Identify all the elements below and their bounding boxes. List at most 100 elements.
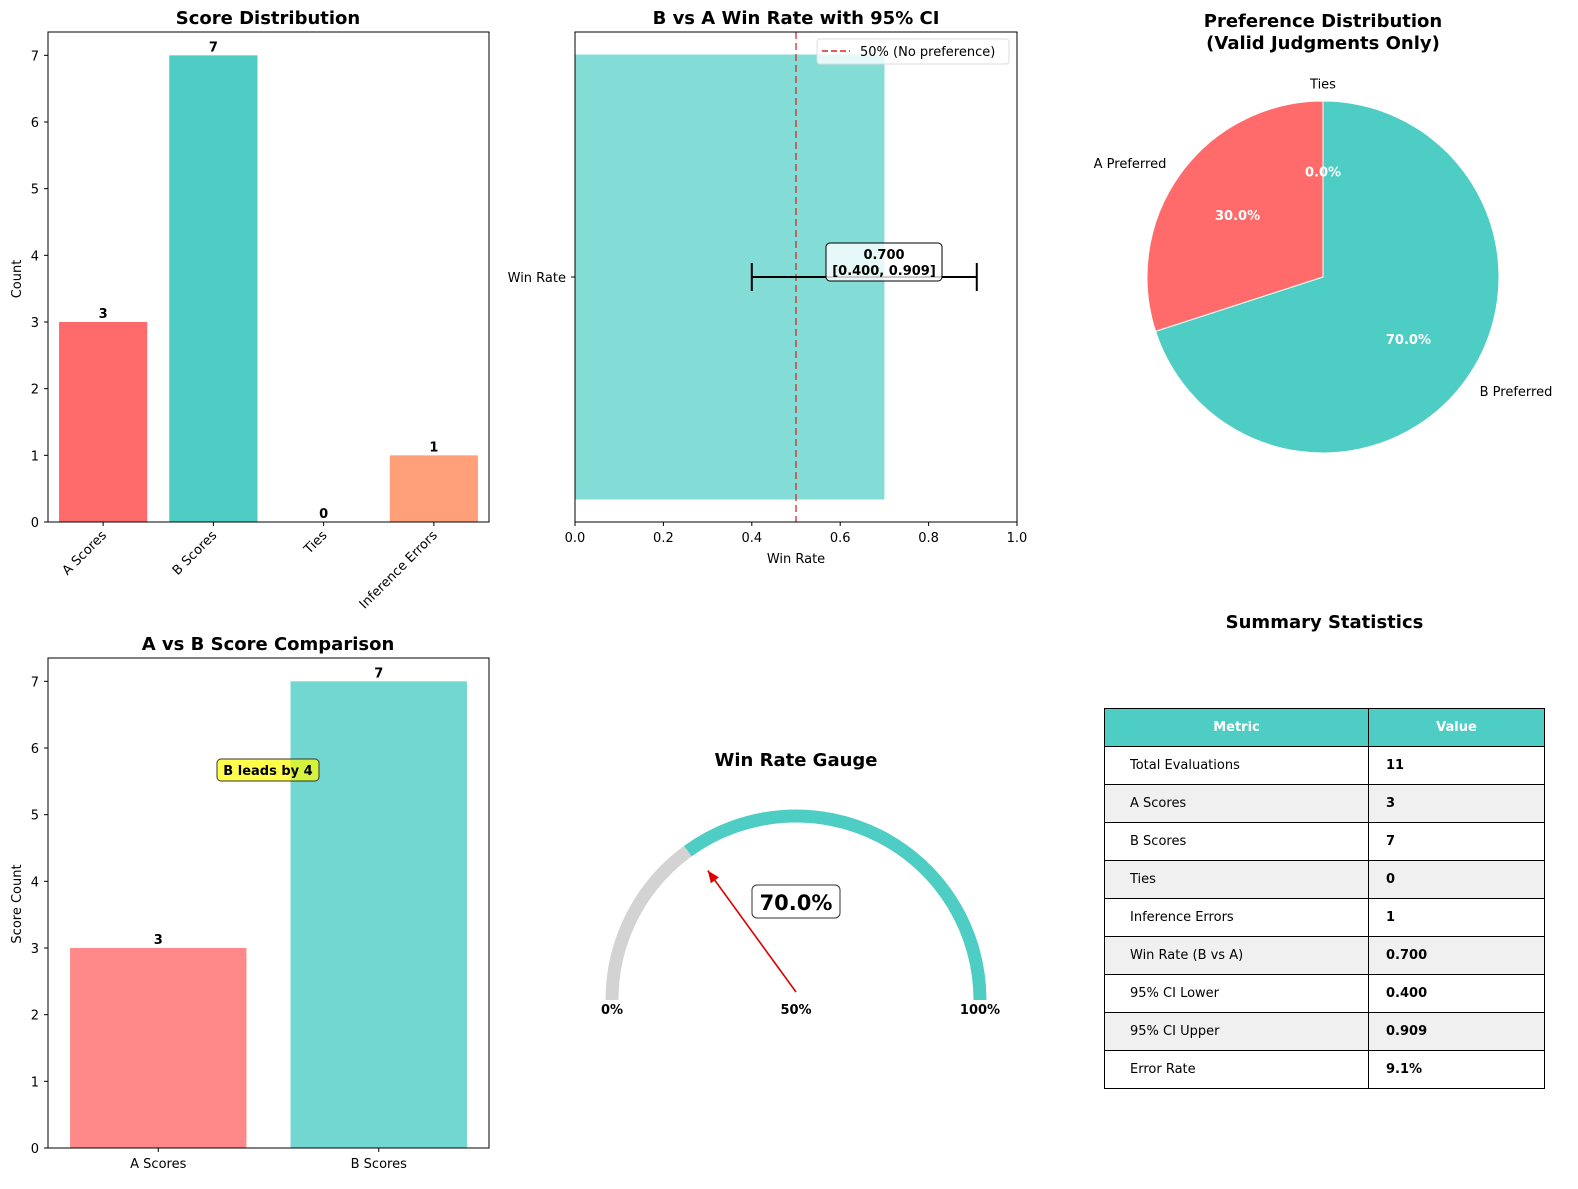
summary-table: Metric Value Total Evaluations 11 A Scores…	[1104, 708, 1545, 1089]
bar-value-label: 7	[209, 40, 218, 55]
gauge-track	[605, 845, 692, 1001]
x-tick-label: 0.0	[565, 531, 586, 546]
metric-cell: A Scores	[1104, 784, 1369, 823]
y-tick-label: 2	[31, 383, 39, 398]
gauge-value-box: 70.0%	[751, 884, 841, 919]
bar-value-label: 3	[154, 933, 163, 948]
bar-value-label: 7	[374, 666, 383, 681]
table-row: Ties 0	[1104, 860, 1545, 899]
y-axis-label: Score Count	[10, 864, 25, 943]
gauge-tick-0: 0%	[601, 1003, 623, 1018]
win-rate-gauge: Win Rate Gauge 70.0% 0% 50% 100%	[601, 750, 1000, 1018]
y-tick-label: Win Rate	[508, 271, 566, 286]
pie-pct-label: 30.0%	[1215, 209, 1260, 224]
pie-label: B Preferred	[1480, 385, 1553, 400]
y-tick-label: 4	[31, 875, 39, 890]
table-row: Total Evaluations 11	[1104, 746, 1545, 785]
y-axis-label: Count	[10, 260, 25, 299]
value-cell: 1	[1368, 898, 1545, 937]
bar-value-label: 0	[319, 507, 328, 522]
chart-title: A vs B Score Comparison	[142, 634, 395, 655]
value-cell: 9.1%	[1368, 1050, 1545, 1089]
summary-title: Summary Statistics	[1225, 612, 1424, 633]
bar-a-scores	[59, 322, 148, 522]
annotation-value: 0.700	[863, 248, 904, 263]
metric-cell: Ties	[1104, 860, 1369, 899]
gauge-needle-head	[707, 870, 719, 884]
score-comparison-chart: A vs B Score Comparison 3 7 0 1 2 3 4 5 6 7 A Sc…	[10, 634, 490, 1172]
preference-pie-chart: Preference Distribution (Valid Judgments…	[1094, 11, 1553, 454]
bar-b-scores	[290, 681, 467, 1148]
table-row: B Scores 7	[1104, 822, 1545, 861]
y-tick-label: 1	[31, 449, 39, 464]
metric-cell: Inference Errors	[1104, 898, 1369, 937]
chart-title: Score Distribution	[176, 8, 360, 29]
pie-slice-b-preferred	[1154, 100, 1500, 454]
table-row: A Scores 3	[1104, 784, 1545, 823]
bar-a-scores	[70, 948, 247, 1148]
table-row: Inference Errors 1	[1104, 898, 1545, 937]
gauge-tick-100: 100%	[960, 1003, 1000, 1018]
gauge-tick-50: 50%	[780, 1003, 811, 1018]
y-tick-label: 7	[31, 675, 39, 690]
ci-annotation: 0.700 [0.400, 0.909]	[825, 242, 943, 282]
y-tick-label: 4	[31, 249, 39, 264]
x-tick-label: B Scores	[170, 528, 221, 579]
x-tick-label: A Scores	[130, 1157, 186, 1172]
win-rate-ci-chart: B vs A Win Rate with 95% CI 0.700 [0.400…	[508, 8, 1028, 567]
x-tick-label: Inference Errors	[357, 528, 441, 612]
y-tick-label: 0	[31, 516, 39, 531]
value-cell: 11	[1368, 746, 1545, 785]
value-cell: 7	[1368, 822, 1545, 861]
x-tick-label: Ties	[301, 528, 331, 558]
y-tick-label: 2	[31, 1009, 39, 1024]
x-tick-label: A Scores	[60, 528, 111, 579]
metric-cell: B Scores	[1104, 822, 1369, 861]
axes-frame	[47, 657, 490, 1149]
column-header-metric: Metric	[1104, 708, 1369, 747]
metric-cell: 95% CI Lower	[1104, 974, 1369, 1013]
pie-pct-label: 70.0%	[1386, 333, 1431, 348]
axes-frame	[47, 31, 490, 523]
x-tick-label: 0.8	[918, 531, 939, 546]
y-tick-label: 1	[31, 1075, 39, 1090]
axes-frame	[574, 31, 1018, 523]
table-row: 95% CI Lower 0.400	[1104, 974, 1545, 1013]
y-tick-label: 7	[31, 49, 39, 64]
value-cell: 0.909	[1368, 1012, 1545, 1051]
value-cell: 0.400	[1368, 974, 1545, 1013]
x-tick-label: 0.4	[741, 531, 762, 546]
value-cell: 0	[1368, 860, 1545, 899]
value-cell: 3	[1368, 784, 1545, 823]
bar-value-label: 3	[99, 307, 108, 322]
table-row: Error Rate 9.1%	[1104, 1050, 1545, 1089]
pie-pct-label: 0.0%	[1305, 165, 1341, 180]
y-tick-label: 6	[31, 116, 39, 131]
y-tick-label: 5	[31, 809, 39, 824]
y-tick-label: 3	[31, 316, 39, 331]
pie-slice-a-preferred	[1146, 100, 1324, 333]
gauge-needle	[707, 870, 797, 993]
score-distribution-chart: Score Distribution 3 7 0 1 0 1 2 3 4 5 6 7 A Score…	[10, 8, 490, 612]
pie-label: Ties	[1309, 77, 1336, 92]
metric-cell: Win Rate (B vs A)	[1104, 936, 1369, 975]
y-tick-label: 0	[31, 1142, 39, 1157]
y-tick-label: 3	[31, 942, 39, 957]
chart-title-line-1: Preference Distribution	[1204, 11, 1443, 32]
x-axis-label: Win Rate	[767, 552, 825, 567]
gauge-fill	[684, 809, 987, 1001]
chart-title: Win Rate Gauge	[714, 750, 877, 771]
lead-annotation: B leads by 4	[216, 758, 320, 782]
legend: 50% (No preference)	[816, 38, 1010, 65]
y-tick-label: 5	[31, 183, 39, 198]
x-tick-label: 1.0	[1007, 531, 1028, 546]
value-cell: 0.700	[1368, 936, 1545, 975]
metric-cell: Total Evaluations	[1104, 746, 1369, 785]
lead-annotation-text: B leads by 4	[223, 764, 312, 779]
bar-inference-errors	[389, 455, 478, 522]
bar-b-scores	[169, 55, 258, 522]
metric-cell: Error Rate	[1104, 1050, 1369, 1089]
chart-title-line-2: (Valid Judgments Only)	[1206, 33, 1440, 54]
bar-value-label: 1	[429, 440, 438, 455]
